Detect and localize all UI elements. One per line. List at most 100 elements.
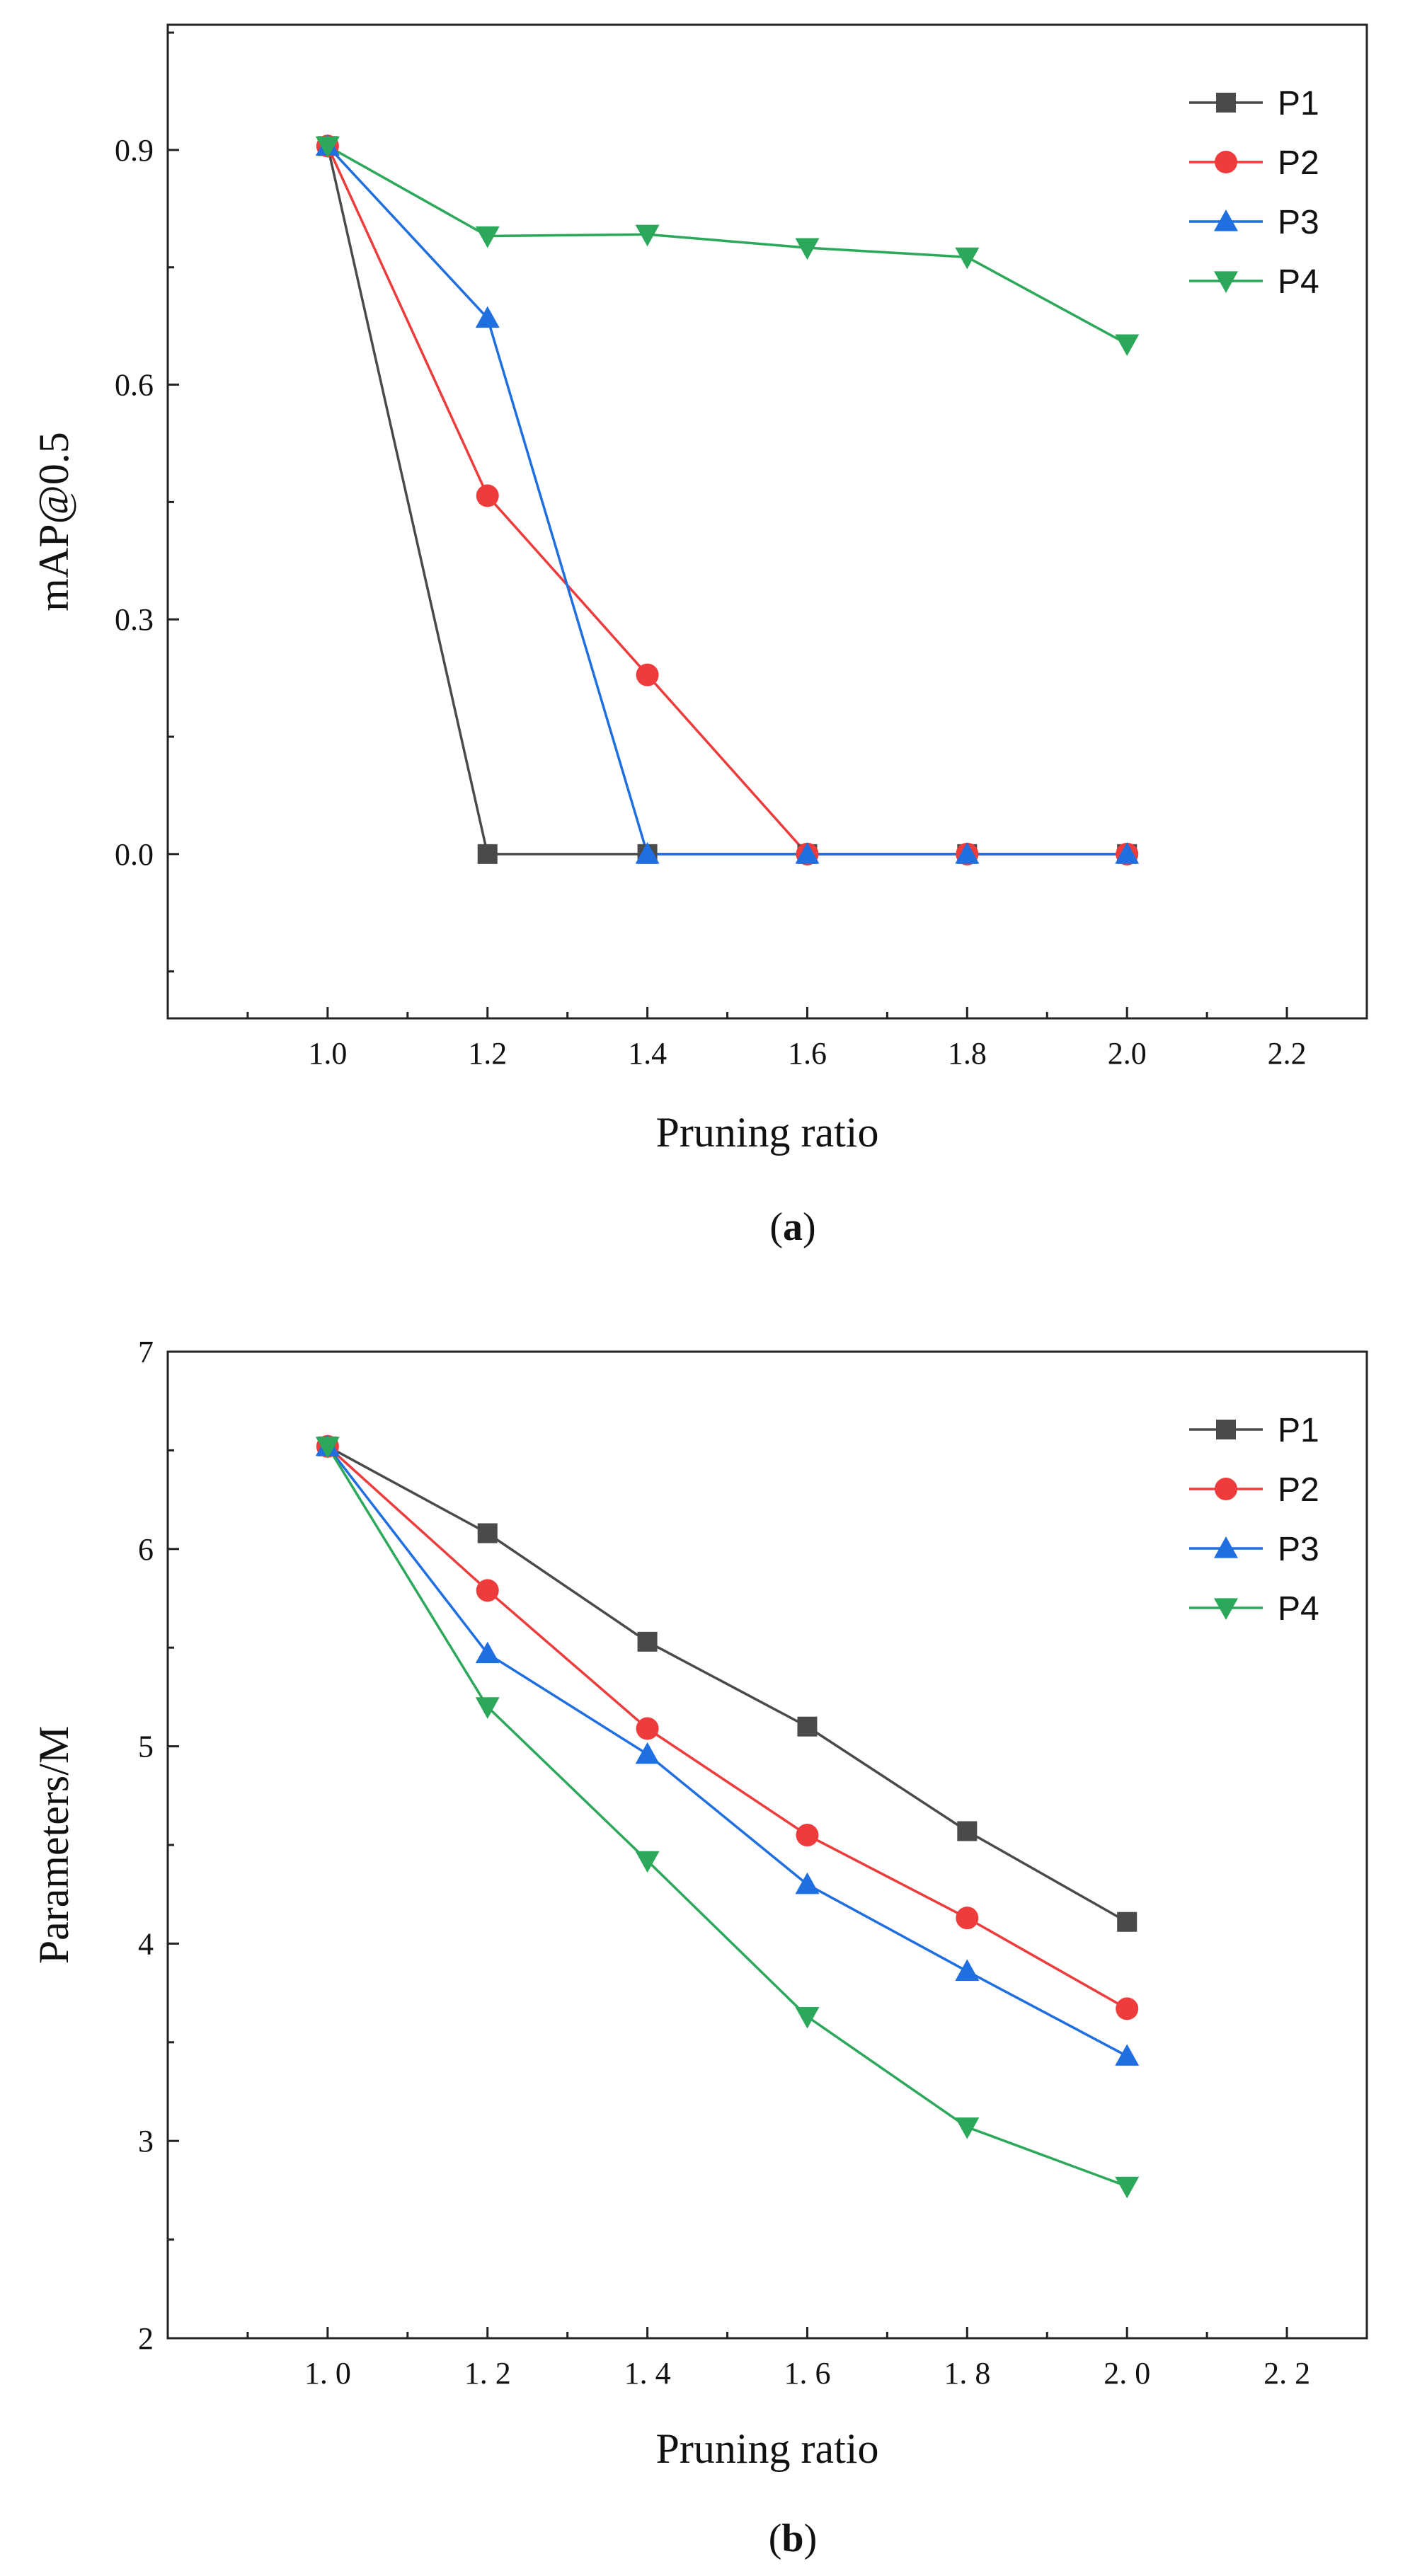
- legend-marker: [1215, 1478, 1237, 1500]
- x-axis-title-b: Pruning ratio: [656, 2425, 879, 2472]
- data-point-p3: P3: (1.6, 0): [795, 841, 820, 864]
- legend-item-p4: P4: [1189, 263, 1319, 301]
- x-tick-label: 1.6: [788, 1036, 827, 1071]
- data-point-p2: P2: (1.4, 0.229): [636, 663, 659, 686]
- data-point-p2: P2: (1.2, 0.458): [476, 484, 499, 507]
- caption-letter-b: b: [781, 2517, 803, 2560]
- data-point-p4: P4: (2, 2.77): [1115, 2176, 1140, 2199]
- series-line-p4: [327, 144, 1128, 345]
- y-tick-label: 7: [138, 1335, 154, 1369]
- axis-ticks-b: 1. 0 1. 2 1. 4 1. 6 1. 8 2. 0 2. 2 2 3 4 5 6 7: [138, 1335, 1310, 2391]
- legend-a: P1 P2 P3 P4: [1189, 85, 1319, 301]
- legend-marker: [1214, 1598, 1238, 1620]
- data-point-p1: P1: (1.2, 0): [477, 844, 498, 864]
- data-point-p2: P2: (1.4, 5.09): [636, 1717, 659, 1740]
- data-point-p4: P4: (1, 6.52): [315, 1437, 340, 1459]
- data-point-p4: P4: (1.4, 4.42): [635, 1851, 660, 1873]
- data-point-p3: P3: (1.4, 4.96): [635, 1742, 660, 1764]
- data-point-p3: P3: (1.2, 0.685): [475, 306, 500, 328]
- series-layer-a: P1: (1, 0.905)P1: (1.2, 0)P1: (1.4, 0)P1…: [315, 134, 1140, 866]
- x-tick-label: 2.2: [1268, 1036, 1307, 1071]
- data-point-p4: P4: (1.6, 0.775): [795, 238, 820, 260]
- data-point-p4: P4: (1.4, 0.792): [635, 224, 660, 247]
- x-tick-label: 2.0: [1108, 1036, 1147, 1071]
- chart-b: 1. 0 1. 2 1. 4 1. 6 1. 8 2. 0 2. 2 2 3 4 5 6 7 P1: (…: [30, 1335, 1368, 2560]
- y-tick-label: 5: [138, 1730, 154, 1764]
- legend-item-p3: P3: [1189, 204, 1319, 241]
- legend-label: P1: [1278, 85, 1319, 122]
- chart-a: 1.0 1.2 1.4 1.6 1.8 2.0 2.2 0.0 0.3 0.6 0.9 P1: (1…: [30, 23, 1368, 1249]
- x-tick-label: 1. 6: [784, 2356, 830, 2391]
- series-layer-b: P1: (1, 6.52)P1: (1.2, 6.08)P1: (1.4, 5.…: [315, 1434, 1140, 2199]
- series-line-p2: [326, 1445, 1128, 2010]
- legend-marker: [1215, 151, 1237, 173]
- legend-marker: [1216, 93, 1236, 113]
- y-tick-label: 3: [138, 2124, 154, 2158]
- data-point-p3: P3: (2, 3.43): [1115, 2044, 1140, 2066]
- legend-item-p2: P2: [1189, 144, 1319, 182]
- caption-letter-a: a: [783, 1205, 803, 1249]
- series-line-p3: [326, 1445, 1128, 2057]
- x-tick-label: 1.2: [468, 1036, 507, 1071]
- data-point-p4: P4: (2, 0.652): [1115, 334, 1140, 357]
- data-point-p1: P1: (2, 4.11): [1117, 1911, 1137, 1932]
- series-line-p4: [326, 1445, 1128, 2187]
- data-point-p4: P4: (1.2, 0.79): [475, 226, 500, 248]
- legend-item-p4: P4: [1189, 1590, 1319, 1628]
- data-point-p4: P4: (1.8, 3.07): [955, 2117, 980, 2139]
- data-point-p1: P1: (1.4, 5.53): [637, 1631, 658, 1652]
- legend-label: P4: [1278, 263, 1319, 301]
- data-point-p3: P3: (1.8, 3.86): [955, 1959, 980, 1982]
- legend-item-p3: P3: [1189, 1531, 1319, 1568]
- series-line-p1: [326, 145, 1128, 856]
- x-tick-label: 1. 8: [944, 2356, 990, 2391]
- y-tick-label: 0.9: [115, 133, 154, 168]
- x-tick-label: 1.4: [628, 1036, 667, 1071]
- data-point-p4: P4: (1.2, 5.2): [475, 1697, 500, 1719]
- legend-label: P4: [1278, 1590, 1319, 1628]
- caption-b: (b): [769, 2517, 817, 2560]
- legend-b: P1 P2 P3 P4: [1189, 1412, 1319, 1628]
- legend-label: P2: [1278, 1471, 1319, 1509]
- x-tick-label: 1. 2: [464, 2356, 511, 2391]
- caption-a: (a): [769, 1205, 815, 1249]
- legend-marker: [1216, 1420, 1236, 1439]
- y-axis-title-a: mAP@0.5: [30, 432, 77, 611]
- legend-item-p1: P1: [1189, 1412, 1319, 1449]
- data-point-p3: P3: (1.6, 4.3): [795, 1872, 820, 1894]
- plot-frame-b: [166, 1350, 1368, 2340]
- x-axis-title-a: Pruning ratio: [656, 1109, 879, 1156]
- series-line-p2: [326, 145, 1128, 856]
- data-point-p4: P4: (1.8, 0.763): [955, 247, 980, 270]
- x-tick-label: 1. 0: [304, 2356, 351, 2391]
- data-point-p3: P3: (2, 0): [1115, 841, 1140, 864]
- series-line-p1: [327, 1445, 1128, 1924]
- y-tick-label: 0.3: [115, 602, 154, 637]
- x-tick-label: 2. 2: [1263, 2356, 1310, 2391]
- legend-label: P2: [1278, 144, 1319, 182]
- legend-label: P3: [1278, 204, 1319, 241]
- x-tick-label: 1.8: [948, 1036, 987, 1071]
- data-point-p2: P2: (1.8, 4.13): [956, 1907, 979, 1930]
- x-tick-label: 1.0: [308, 1036, 347, 1071]
- data-point-p3: P3: (1.8, 0): [955, 841, 980, 864]
- legend-label: P3: [1278, 1531, 1319, 1568]
- legend-marker: [1214, 1536, 1238, 1558]
- legend-marker: [1214, 209, 1238, 231]
- legend-item-p1: P1: [1189, 85, 1319, 122]
- series-line-p3: [326, 145, 1128, 856]
- legend-label: P1: [1278, 1412, 1319, 1449]
- data-point-p1: P1: (1.2, 6.08): [477, 1523, 498, 1543]
- data-point-p1: P1: (1.6, 5.1): [797, 1716, 818, 1737]
- data-point-p3: P3: (1.2, 5.47): [475, 1641, 500, 1664]
- y-tick-label: 4: [138, 1926, 154, 1961]
- y-tick-label: 6: [138, 1532, 154, 1567]
- data-point-p3: P3: (1.4, 0): [635, 841, 660, 864]
- data-point-p2: P2: (2, 3.67): [1116, 1997, 1139, 2020]
- y-tick-label: 0.6: [115, 368, 154, 403]
- x-tick-label: 1. 4: [624, 2356, 671, 2391]
- data-point-p2: P2: (1.6, 4.55): [796, 1824, 819, 1847]
- data-point-p4: P4: (1, 0.905): [315, 136, 340, 159]
- y-tick-label: 2: [138, 2321, 154, 2356]
